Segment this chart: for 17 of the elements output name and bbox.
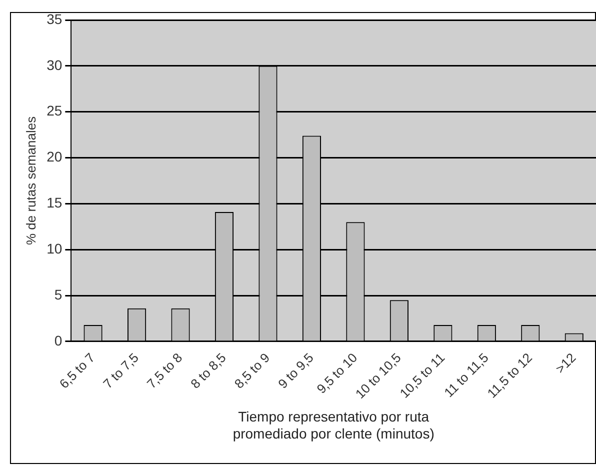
x-tick-label: >12 [552, 350, 579, 376]
y-tick-label: 10 [46, 240, 62, 256]
x-tick-label: 7 to 7,5 [100, 350, 142, 392]
y-tick-label: 0 [54, 332, 62, 348]
y-axis-title: % de rutas semanales [23, 116, 38, 246]
y-tick-label: 5 [54, 286, 62, 302]
x-tick-label: 9 to 9,5 [275, 350, 316, 392]
x-tick-label: 6,5 to 7 [56, 350, 98, 392]
x-tick-label: 7,5 to 8 [144, 350, 186, 392]
y-tick-label: 25 [46, 102, 62, 119]
y-tick-label: 20 [46, 148, 62, 165]
y-tick-label: 30 [46, 56, 62, 73]
y-tick-label: 35 [46, 10, 62, 27]
y-tick-label: 15 [46, 194, 62, 211]
x-tick-label: 8 to 8,5 [188, 350, 229, 392]
x-axis-title: Tiempo representativo por ruta promediado por clente (minutos) [232, 408, 434, 442]
x-tick-label: 8,5 to 9 [231, 350, 273, 392]
